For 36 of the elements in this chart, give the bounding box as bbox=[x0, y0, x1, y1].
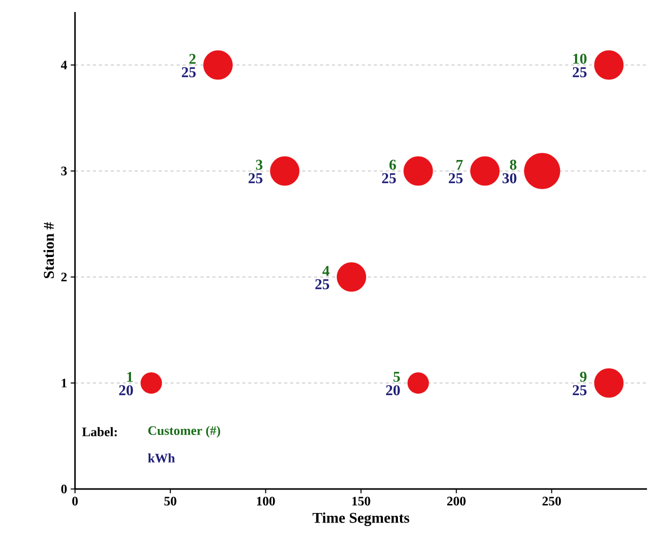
x-tick-label: 150 bbox=[352, 496, 370, 506]
x-tick-label: 200 bbox=[447, 496, 466, 506]
annotation: 25 bbox=[448, 173, 463, 184]
annotation: 10 bbox=[573, 54, 587, 64]
annotation: Label: bbox=[82, 427, 117, 436]
annotation: 25 bbox=[572, 67, 587, 78]
y-tick-label: 2 bbox=[61, 272, 67, 282]
annotation: 8 bbox=[510, 160, 516, 170]
x-tick-label: 50 bbox=[164, 496, 176, 506]
annotation: 25 bbox=[182, 67, 196, 78]
annotation: 25 bbox=[248, 173, 262, 184]
x-tick-label: 100 bbox=[256, 496, 275, 506]
annotation: 20 bbox=[119, 385, 133, 396]
annotation: 9 bbox=[580, 372, 587, 382]
annotation: 25 bbox=[382, 173, 396, 184]
x-tick-label: 250 bbox=[542, 496, 561, 506]
annotation: 2 bbox=[189, 54, 196, 64]
annotation: 3 bbox=[256, 160, 262, 170]
annotation: 30 bbox=[502, 173, 516, 184]
y-tick-label: 3 bbox=[61, 166, 67, 176]
annotation: 1 bbox=[127, 372, 133, 382]
annotation: 25 bbox=[572, 385, 587, 396]
annotation: 4 bbox=[322, 266, 330, 276]
annotation: kWh bbox=[148, 453, 175, 463]
annotation: 5 bbox=[394, 372, 400, 382]
y-tick-label: 1 bbox=[62, 378, 67, 388]
x-axis-title: Time Segments bbox=[312, 512, 410, 526]
x-tick-label: 0 bbox=[72, 496, 78, 506]
annotation: 25 bbox=[315, 279, 330, 290]
y-axis-title: Station # bbox=[43, 222, 54, 278]
annotation: 7 bbox=[456, 160, 463, 170]
y-tick-label: 0 bbox=[61, 484, 67, 494]
annotation: 6 bbox=[389, 160, 396, 170]
y-tick-label: 4 bbox=[60, 60, 67, 70]
annotation: 20 bbox=[386, 385, 400, 396]
annotation: Customer (#) bbox=[148, 426, 220, 438]
